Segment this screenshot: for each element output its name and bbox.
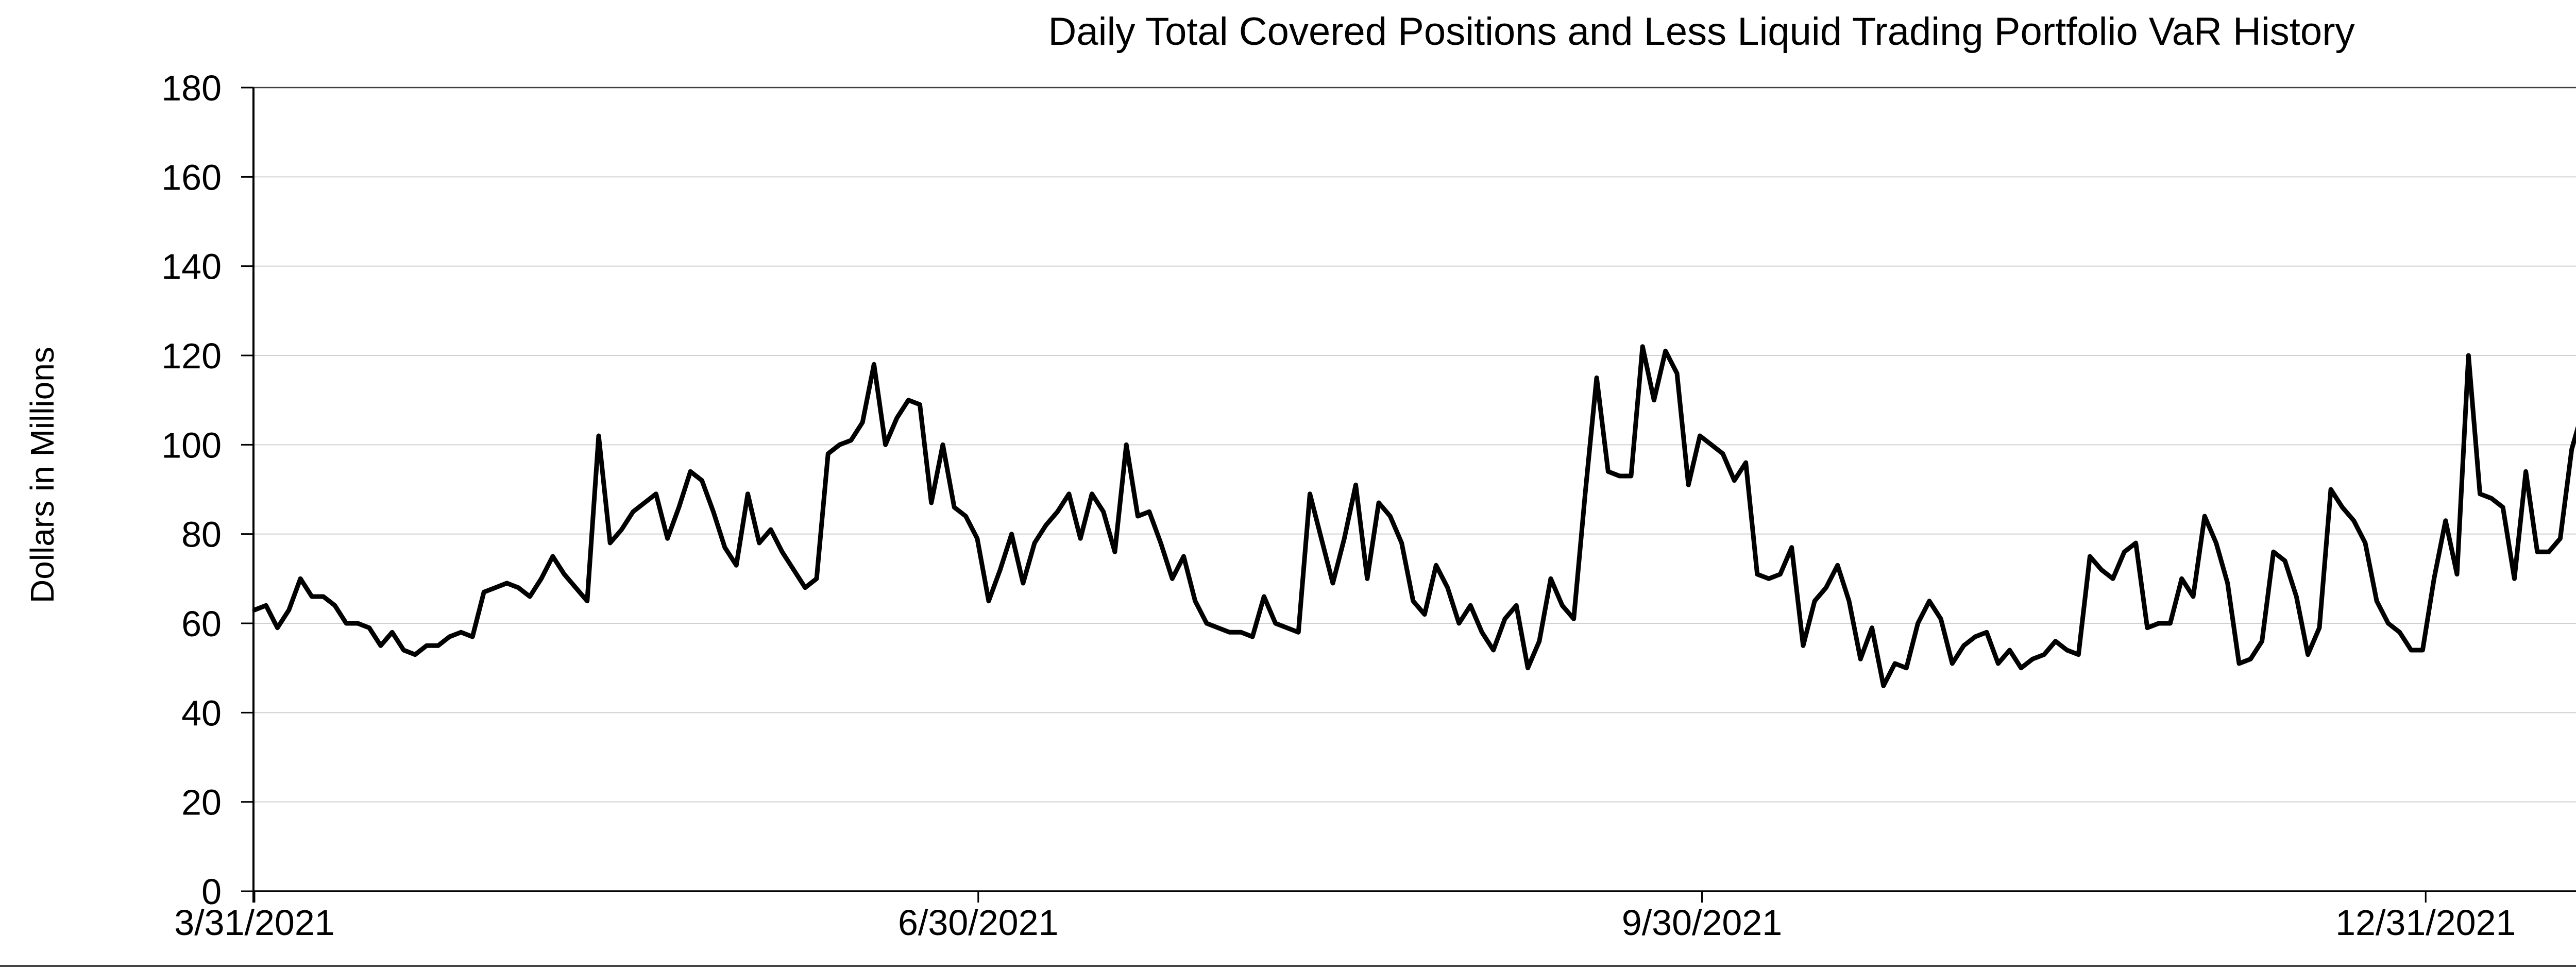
y-tick-label-120: 120	[161, 336, 222, 376]
y-tick-label-180: 180	[161, 68, 222, 108]
chart-title: Daily Total Covered Positions and Less L…	[1048, 10, 2355, 54]
y-tick-label-0: 0	[201, 872, 222, 912]
y-tick-label-60: 60	[181, 604, 222, 644]
y-tick-label-40: 40	[181, 693, 222, 733]
y-tick-label-100: 100	[161, 425, 222, 465]
x-tick-label-2: 9/30/2021	[1622, 903, 1782, 943]
x-tick-label-0: 3/31/2021	[174, 903, 334, 943]
y-tick-label-80: 80	[181, 515, 222, 555]
page-bottom-border	[0, 965, 2576, 967]
y-tick-label-20: 20	[181, 783, 222, 823]
y-tick-label-160: 160	[161, 157, 222, 197]
y-tick-label-140: 140	[161, 247, 222, 287]
x-tick-label-1: 6/30/2021	[898, 903, 1058, 943]
var-series-line	[252, 344, 2576, 688]
x-tick-label-3: 12/31/2021	[2335, 903, 2516, 943]
